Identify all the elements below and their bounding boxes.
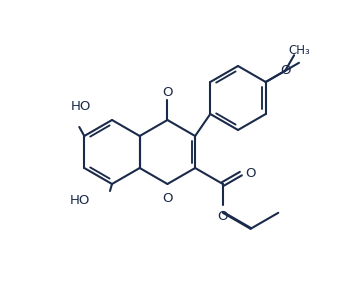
Text: O: O (218, 210, 228, 223)
Text: O: O (245, 167, 255, 180)
Text: O: O (280, 64, 290, 77)
Text: HO: HO (71, 100, 91, 113)
Text: O: O (162, 192, 173, 205)
Text: O: O (162, 86, 173, 99)
Text: HO: HO (70, 194, 90, 207)
Text: CH₃: CH₃ (288, 44, 310, 57)
